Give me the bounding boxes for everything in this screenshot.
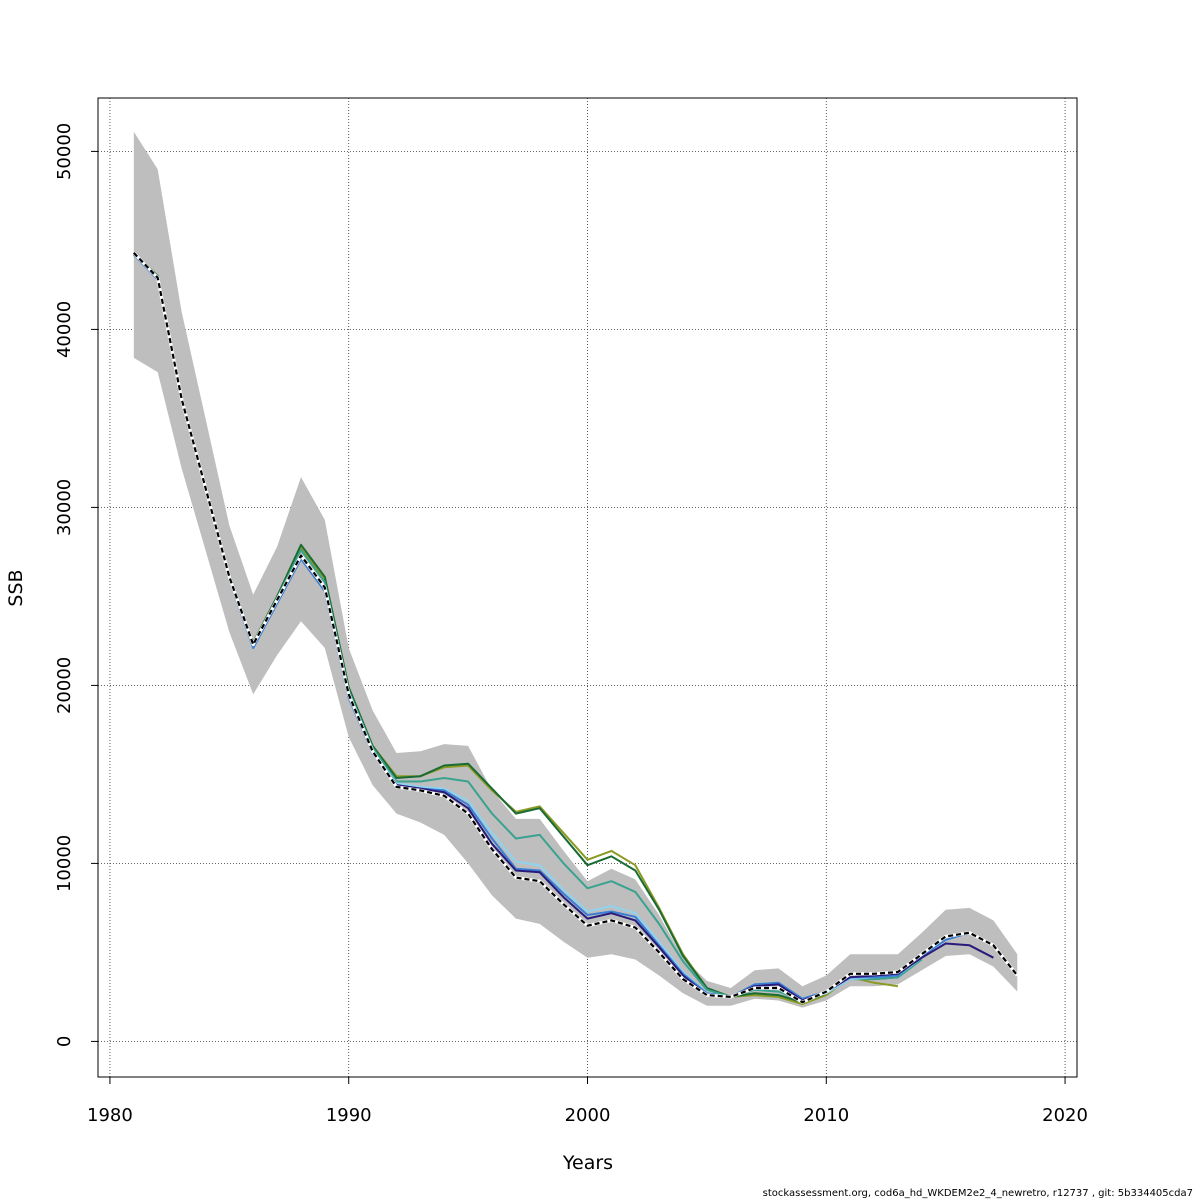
x-tick-label-4: 2020: [1042, 1105, 1088, 1126]
y-tick-label-4: 40000: [54, 301, 75, 358]
grid-lines: [98, 98, 1077, 1077]
x-axis: 1980 1990 2000 2010 2020: [87, 1077, 1088, 1126]
x-axis-title: Years: [562, 1152, 613, 1174]
y-axis-title: SSB: [5, 569, 27, 606]
x-tick-label-1: 1990: [326, 1105, 372, 1126]
y-tick-label-5: 50000: [54, 123, 75, 180]
y-tick-label-0: 0: [54, 1036, 75, 1047]
x-tick-label-0: 1980: [87, 1105, 133, 1126]
y-tick-label-2: 20000: [54, 657, 75, 714]
y-tick-label-3: 30000: [54, 479, 75, 536]
footer-credit: stockassessment.org, cod6a_hd_WKDEM2e2_4…: [763, 1188, 1193, 1199]
series-0-line: [133, 252, 1019, 1004]
series-lines: [132, 251, 1019, 1005]
x-tick-label-3: 2010: [803, 1105, 849, 1126]
y-tick-label-1: 10000: [54, 835, 75, 892]
y-axis: 0 10000 20000 30000 40000 50000: [54, 123, 98, 1047]
x-tick-label-2: 2000: [565, 1105, 611, 1126]
